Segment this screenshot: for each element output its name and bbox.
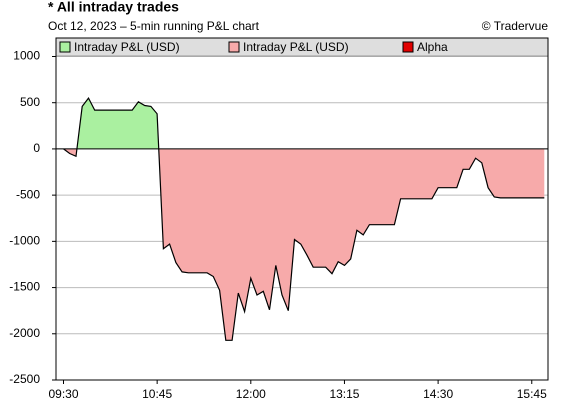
y-tick-label: -2000 bbox=[9, 326, 40, 340]
x-tick-label: 13:15 bbox=[329, 387, 359, 401]
chart-title: * All intraday trades bbox=[48, 0, 179, 15]
legend-swatch bbox=[59, 41, 71, 53]
y-tick-label: 1000 bbox=[13, 49, 40, 63]
y-tick-label: -2500 bbox=[9, 372, 40, 386]
pnl-line bbox=[63, 96, 545, 341]
credit: © Tradervue bbox=[482, 19, 549, 33]
positive-area bbox=[63, 98, 159, 149]
x-tick-label: 09:30 bbox=[48, 387, 78, 401]
legend-swatch bbox=[402, 41, 414, 53]
x-tick-label: 14:30 bbox=[423, 387, 453, 401]
legend-label: Intraday P&L (USD) bbox=[243, 40, 349, 54]
x-tick-label: 15:45 bbox=[517, 387, 547, 401]
x-tick-label: 12:00 bbox=[236, 387, 266, 401]
y-tick-label: -500 bbox=[16, 187, 40, 201]
legend-label: Intraday P&L (USD) bbox=[74, 40, 180, 54]
negative-area bbox=[63, 148, 545, 341]
plot-frame bbox=[55, 37, 549, 381]
y-tick-label: 0 bbox=[33, 141, 40, 155]
legend-swatch bbox=[228, 41, 240, 53]
legend-label: Alpha bbox=[417, 40, 448, 54]
y-tick-label: -1000 bbox=[9, 234, 40, 248]
x-tick-label: 10:45 bbox=[142, 387, 172, 401]
chart-subtitle: Oct 12, 2023 – 5-min running P&L chart bbox=[48, 19, 260, 33]
y-tick-label: 500 bbox=[20, 95, 40, 109]
y-tick-label: -1500 bbox=[9, 280, 40, 294]
